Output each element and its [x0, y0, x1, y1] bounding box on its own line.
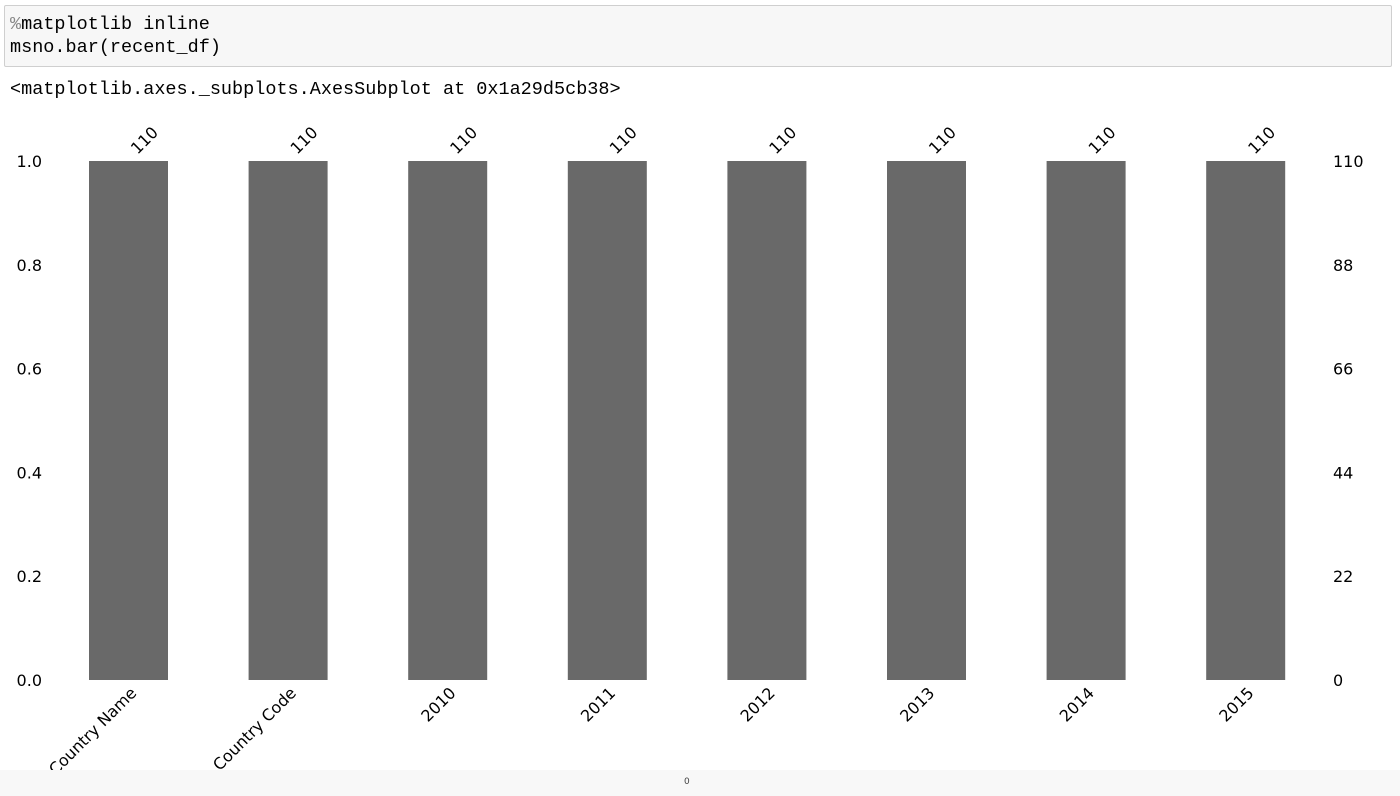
- bar-count-label: 110: [446, 123, 481, 158]
- right-tick-label: 110: [1333, 152, 1364, 171]
- code-line-2: msno.bar(recent_df): [10, 37, 221, 58]
- cell-output-text: <matplotlib.axes._subplots.AxesSubplot a…: [10, 79, 621, 100]
- category-label: 2013: [896, 683, 938, 725]
- category-label: 2011: [577, 683, 619, 725]
- category-label: 2012: [737, 683, 779, 725]
- left-tick-label: 0.8: [17, 256, 42, 275]
- category-label: 2014: [1056, 683, 1098, 725]
- left-tick-label: 0.6: [17, 360, 42, 379]
- category-label: 2015: [1215, 683, 1257, 725]
- right-tick-label: 22: [1333, 567, 1353, 586]
- bar: [567, 161, 647, 680]
- right-tick-label: 66: [1333, 360, 1353, 379]
- bar: [248, 161, 328, 680]
- bar: [727, 161, 807, 680]
- category-label: Country Code: [209, 683, 300, 770]
- bar-count-label: 110: [286, 123, 321, 158]
- bar: [1206, 161, 1286, 680]
- bar-count-label: 110: [127, 123, 162, 158]
- magic-symbol: %: [10, 14, 22, 35]
- category-label: 2010: [417, 683, 459, 725]
- missingno-bar-chart: 0.0 0.2 0.4 0.6 0.8 1.0 0 22 44 66 88 110 110 Country…: [17, 123, 1364, 770]
- footer-bar: [0, 770, 1400, 796]
- left-tick-label: 1.0: [17, 152, 42, 171]
- category-label: Country Name: [45, 683, 140, 770]
- code-cell[interactable]: [4, 5, 1392, 67]
- code-line-1-text: matplotlib inline: [21, 14, 210, 35]
- right-tick-label: 88: [1333, 256, 1353, 275]
- bar: [408, 161, 488, 680]
- footer-label: 0: [684, 777, 690, 787]
- bar: [1046, 161, 1126, 680]
- left-tick-label: 0.0: [17, 671, 42, 690]
- bar-count-label: 110: [765, 123, 800, 158]
- bar: [89, 161, 168, 680]
- left-tick-label: 0.2: [17, 567, 42, 586]
- bar-count-label: 110: [1244, 123, 1279, 158]
- right-tick-label: 44: [1333, 463, 1353, 482]
- left-tick-label: 0.4: [17, 463, 42, 482]
- bar: [887, 161, 966, 680]
- right-tick-label: 0: [1333, 671, 1343, 690]
- bar-count-label: 110: [606, 123, 641, 158]
- bar-count-label: 110: [925, 123, 960, 158]
- code-line-1: %matplotlib inline: [10, 14, 210, 36]
- bar-count-label: 110: [1084, 123, 1119, 158]
